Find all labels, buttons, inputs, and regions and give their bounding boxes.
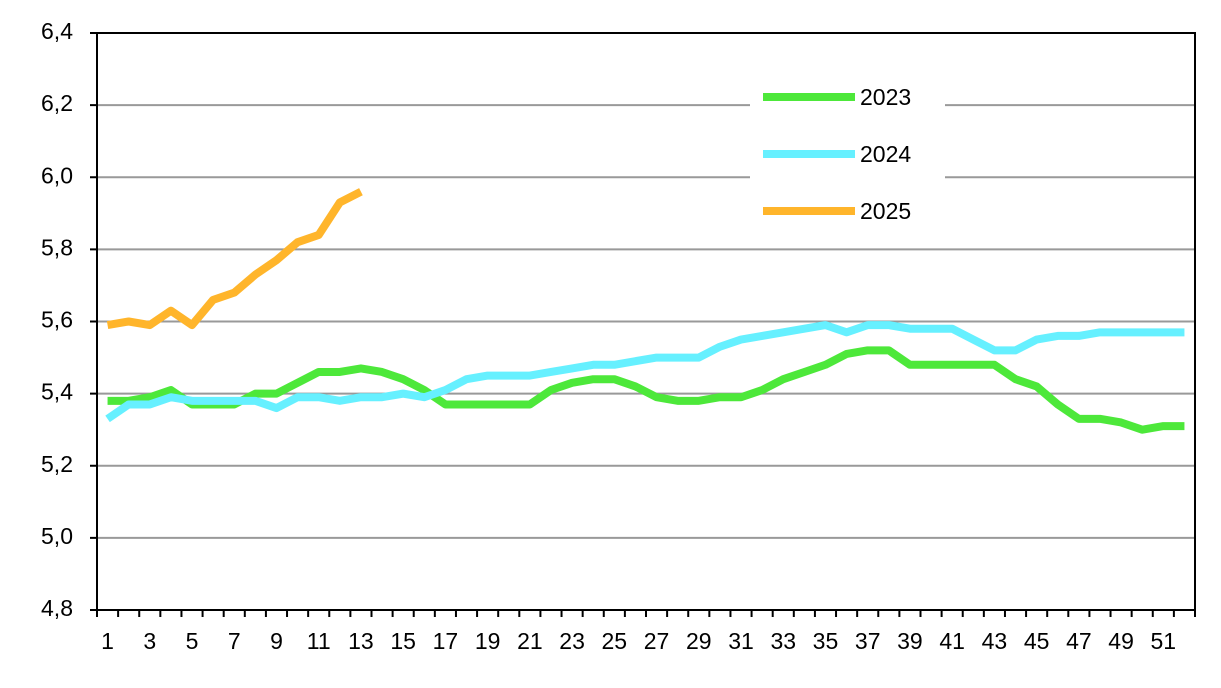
- line-series: [106, 188, 363, 330]
- x-tick-label: 39: [897, 628, 923, 654]
- x-tick-label: 27: [644, 628, 670, 654]
- x-tick-label: 43: [982, 628, 1008, 654]
- x-tick-label: 21: [517, 628, 543, 654]
- x-tick-label: 23: [559, 628, 585, 654]
- x-tick-label: 33: [770, 628, 796, 654]
- legend-label: 2023: [860, 84, 911, 110]
- y-tick-label: 5,4: [41, 379, 73, 405]
- x-tick-label: 1: [101, 628, 114, 654]
- line-series: [105, 321, 1185, 423]
- y-tick-label: 5,6: [41, 307, 73, 333]
- x-tick-label: 47: [1066, 628, 1092, 654]
- x-tick-label: 11: [307, 628, 331, 654]
- x-tick-label: 51: [1151, 628, 1177, 654]
- x-tick-label: 41: [939, 628, 965, 654]
- y-tick-label: 5,2: [41, 451, 73, 477]
- y-tick-label: 5,8: [41, 234, 73, 260]
- y-tick-label: 6,0: [41, 162, 73, 188]
- x-tick-label: 31: [728, 628, 754, 654]
- x-tick-label: 7: [228, 628, 241, 654]
- x-tick-label: 45: [1024, 628, 1050, 654]
- x-tick-label: 17: [433, 628, 459, 654]
- x-tick-label: 13: [348, 628, 374, 654]
- line-series: [107, 346, 1185, 434]
- y-tick-label: 4,8: [41, 595, 73, 621]
- x-tick-label: 25: [602, 628, 628, 654]
- x-tick-label: 19: [475, 628, 501, 654]
- legend-label: 2025: [860, 198, 911, 224]
- x-tick-label: 37: [855, 628, 881, 654]
- y-tick-label: 6,2: [41, 90, 73, 116]
- x-tick-label: 49: [1108, 628, 1134, 654]
- x-tick-label: 3: [143, 628, 156, 654]
- x-tick-label: 9: [270, 628, 283, 654]
- x-tick-label: 5: [186, 628, 199, 654]
- x-tick-label: 29: [686, 628, 712, 654]
- y-tick-label: 6,4: [41, 18, 73, 44]
- x-tick-label: 15: [390, 628, 416, 654]
- x-tick-label: 35: [813, 628, 839, 654]
- plot-border: [96, 32, 1196, 611]
- legend-label: 2024: [860, 141, 911, 167]
- y-tick-label: 5,0: [41, 523, 73, 549]
